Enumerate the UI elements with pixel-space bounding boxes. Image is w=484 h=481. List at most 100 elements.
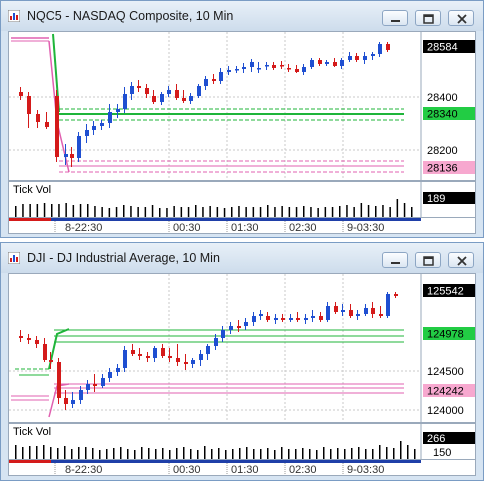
candle-body — [152, 96, 156, 102]
candle-body — [86, 384, 90, 390]
volume-bar — [365, 449, 367, 459]
close-icon — [457, 14, 467, 24]
candle-body — [160, 94, 164, 102]
candle-body — [386, 44, 390, 50]
volume-bar — [393, 448, 395, 459]
minimize-button[interactable] — [382, 252, 408, 268]
volume-bar — [274, 450, 276, 459]
close-button[interactable] — [448, 252, 474, 268]
candle-body — [311, 316, 315, 318]
volume-pane[interactable]: Tick Vol 189 — [8, 181, 476, 218]
maximize-icon — [423, 14, 434, 24]
candle-body — [92, 126, 96, 130]
volume-bar — [346, 205, 348, 217]
candle-body — [27, 338, 31, 340]
price-tag-resistance-label: 124242 — [427, 386, 464, 398]
candle-body — [272, 65, 276, 68]
volume-bar — [22, 447, 24, 459]
candle-body — [295, 69, 299, 72]
volume-bar — [317, 208, 319, 217]
candle-body — [296, 318, 300, 320]
volume-bar — [113, 448, 115, 459]
volume-pane[interactable]: Tick Vol 266 150 — [8, 423, 476, 460]
title-bar[interactable]: NQC5 - NASDAQ Composite, 10 Min — [1, 1, 483, 31]
candle-body — [394, 294, 398, 296]
volume-bar — [151, 205, 154, 217]
candle-body — [70, 154, 74, 158]
time-label: 00:30 — [173, 464, 201, 474]
candle-body — [168, 356, 172, 358]
close-button[interactable] — [448, 10, 474, 26]
candle-body — [123, 94, 127, 109]
candle-body — [43, 344, 47, 360]
volume-bar — [396, 199, 399, 217]
volume-bar — [36, 204, 39, 217]
time-label: 9-03:30 — [347, 222, 384, 232]
title-bar[interactable]: DJI - DJ Industrial Average, 10 Min — [1, 243, 483, 273]
price-chart-pane[interactable]: 28400 28200 28584 28340 28136 — [8, 31, 476, 181]
time-label: 8-22:30 — [65, 464, 102, 474]
price-chart-pane[interactable]: 124500 124000 125542 124978 124242 — [8, 273, 476, 423]
volume-bar — [94, 206, 96, 217]
candle-body — [325, 62, 329, 64]
volume-bar — [99, 450, 101, 459]
candle-body — [371, 54, 375, 56]
candle-body — [242, 67, 246, 69]
volume-bar — [403, 203, 406, 217]
maximize-button[interactable] — [415, 252, 441, 268]
volume-bar — [50, 447, 52, 459]
candle-body — [182, 98, 186, 101]
volume-bar — [115, 207, 118, 217]
volume-bar — [180, 207, 183, 217]
candle-body — [219, 72, 223, 81]
volume-chart[interactable]: Tick Vol 266 150 — [9, 424, 475, 459]
price-chart[interactable]: 124500 124000 125542 124978 124242 — [9, 274, 475, 422]
volume-bar — [176, 448, 178, 459]
volume-chart[interactable]: Tick Vol 189 — [9, 182, 475, 217]
candle-body — [101, 378, 105, 386]
window-title: NQC5 - NASDAQ Composite, 10 Min — [27, 9, 234, 23]
volume-scale-label: 150 — [433, 447, 451, 459]
volume-bar — [43, 445, 45, 459]
candle-body — [281, 318, 285, 320]
candle-body — [116, 109, 120, 112]
candle-body — [378, 44, 382, 54]
time-label: 02:30 — [289, 222, 317, 232]
volume-bar — [316, 450, 318, 459]
price-tag-last: 28584 — [423, 40, 475, 54]
volume-bar — [281, 206, 283, 217]
volume-bar — [252, 207, 255, 217]
app-chart-icon — [8, 10, 20, 22]
volume-bar — [204, 446, 206, 459]
volume-bar — [367, 205, 370, 217]
minimize-button[interactable] — [382, 10, 408, 26]
candle-body — [356, 314, 360, 316]
candle-body — [302, 67, 306, 72]
volume-bar — [85, 447, 87, 459]
volume-bar — [79, 204, 82, 217]
time-axis-svg: 8-22:30 00:30 01:30 02:30 9-03:30 — [9, 218, 421, 233]
volume-bar — [330, 449, 332, 459]
volume-tag-label: 189 — [427, 193, 445, 205]
time-axis: 8-22:30 00:30 01:30 02:30 9-03:30 — [8, 460, 476, 476]
maximize-button[interactable] — [415, 10, 441, 26]
candle-body — [130, 86, 134, 94]
close-icon — [457, 256, 467, 266]
volume-bar — [22, 204, 24, 217]
volume-bar — [120, 447, 122, 459]
candle-body — [176, 358, 180, 362]
candle-body — [252, 316, 256, 322]
price-chart[interactable]: 28400 28200 28584 28340 28136 — [9, 32, 475, 180]
volume-bar — [382, 205, 384, 217]
volume-bar — [190, 449, 192, 459]
candle-body — [214, 338, 218, 346]
volume-bar — [245, 207, 247, 217]
maximize-icon — [423, 256, 434, 266]
volume-bar — [87, 204, 89, 217]
volume-bar — [92, 448, 94, 459]
volume-bar — [375, 206, 377, 217]
volume-bar — [148, 448, 150, 459]
candle-body — [235, 69, 239, 71]
candle-body — [55, 96, 59, 157]
window-title: DJI - DJ Industrial Average, 10 Min — [27, 251, 220, 265]
